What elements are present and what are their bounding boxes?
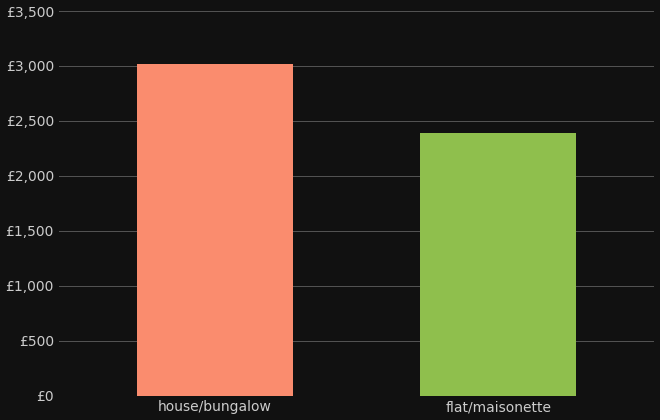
- Bar: [137, 64, 293, 396]
- Bar: [420, 133, 576, 396]
